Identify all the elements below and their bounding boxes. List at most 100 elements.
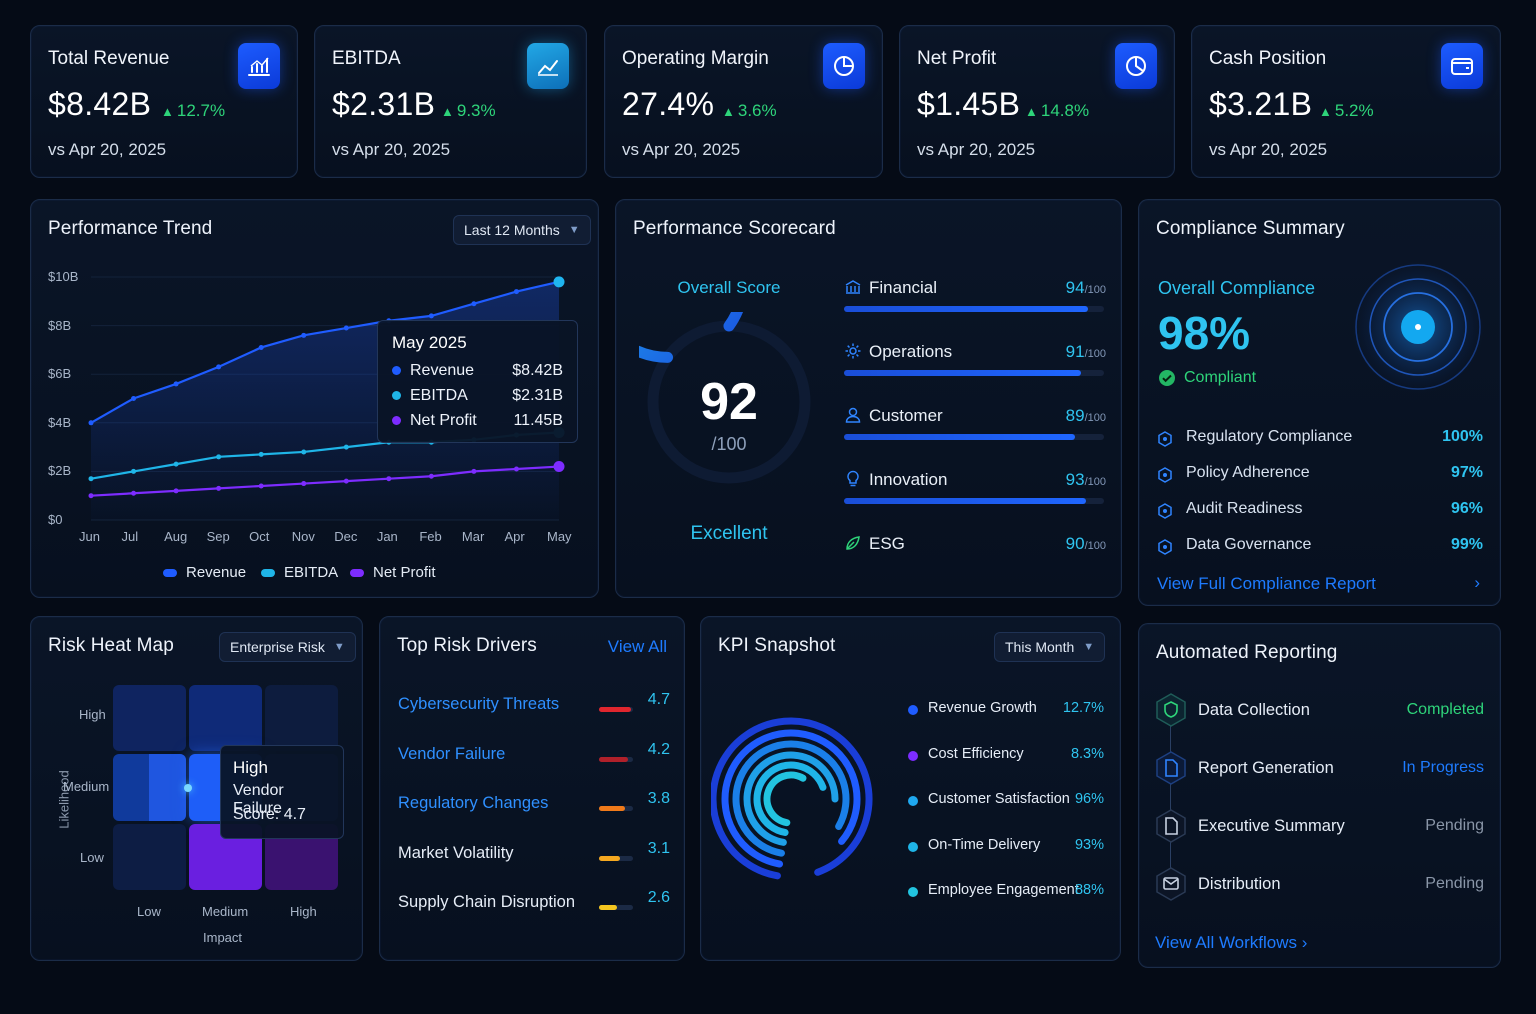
- scorecard-row-operations: Operations 91/100: [844, 342, 1106, 392]
- heatmap-col-label: High: [290, 904, 317, 919]
- range-dropdown[interactable]: Last 12 Months ▼: [453, 215, 591, 245]
- kpi-title: Net Profit: [917, 48, 997, 69]
- compliance-status: Compliant: [1158, 369, 1256, 387]
- heatmap-cell-highlight[interactable]: [149, 754, 186, 821]
- risk-score-fill: [599, 707, 631, 712]
- period-dropdown[interactable]: This Month ▼: [994, 632, 1106, 662]
- chevron-right-icon[interactable]: ›: [1474, 573, 1480, 592]
- data-point: [131, 468, 137, 474]
- risk-score-value: 3.1: [647, 839, 670, 857]
- heatmap-cell[interactable]: [265, 685, 338, 751]
- up-arrow-icon: ▲: [1025, 104, 1038, 119]
- view-all-risks-link[interactable]: View All: [607, 637, 667, 656]
- step-status: Pending: [1425, 875, 1484, 892]
- row-score: 90/100: [1066, 534, 1106, 554]
- legend-net-profit[interactable]: Net Profit: [350, 564, 436, 581]
- step-status: In Progress: [1402, 759, 1484, 776]
- series-dot: [392, 366, 401, 375]
- radar-target-icon: [1352, 261, 1484, 393]
- kpi-name: Customer Satisfaction: [928, 791, 1070, 807]
- score-bar-fill: [844, 306, 1089, 312]
- kpi-snapshot-row[interactable]: Employee Engagement 88%: [908, 882, 1104, 902]
- kpi-value: 27.4%: [622, 86, 715, 122]
- up-arrow-icon: ▲: [722, 104, 735, 119]
- kpi-snapshot-row[interactable]: Cost Efficiency 8.3%: [908, 746, 1104, 766]
- kpi-comparison: vs Apr 20, 2025: [332, 140, 451, 159]
- tooltip-label: Net Profit: [410, 411, 477, 429]
- workflow-step[interactable]: Report Generation In Progress: [1154, 750, 1484, 790]
- workflow-step[interactable]: Data Collection Completed: [1154, 692, 1484, 732]
- risk-filter-dropdown[interactable]: Enterprise Risk ▼: [219, 632, 356, 662]
- heatmap-cell[interactable]: [113, 824, 186, 890]
- link-label: View All Workflows: [1155, 933, 1298, 952]
- kpi-comparison: vs Apr 20, 2025: [917, 140, 1036, 159]
- risk-driver-name: Cybersecurity Threats: [398, 695, 560, 713]
- x-tick-label: Oct: [249, 529, 270, 544]
- kpi-card-cash-position[interactable]: Cash Position $3.21B ▲ 5.2% vs Apr 20, 20…: [1191, 25, 1501, 178]
- view-all-workflows-link[interactable]: View All Workflows ›: [1155, 933, 1307, 953]
- risk-driver-row[interactable]: Regulatory Changes 3.8: [398, 790, 670, 818]
- view-compliance-report-link[interactable]: View Full Compliance Report: [1157, 574, 1376, 593]
- kpi-card-net-profit[interactable]: Net Profit $1.45B ▲ 14.8% vs Apr 20, 2025: [899, 25, 1175, 178]
- card-title: Risk Heat Map: [48, 635, 174, 656]
- data-point: [216, 364, 222, 370]
- chevron-down-icon: ▼: [568, 224, 580, 236]
- kpi-delta-value: 9.3%: [456, 101, 496, 120]
- score-bar-track: [844, 434, 1104, 440]
- kpi-card-operating-margin[interactable]: Operating Margin 27.4% ▲ 3.6% vs Apr 20, …: [604, 25, 883, 178]
- data-point: [88, 420, 94, 426]
- legend-ebitda[interactable]: EBITDA: [261, 564, 338, 581]
- compliance-label: Policy Adherence: [1186, 464, 1310, 481]
- kpi-name: Revenue Growth: [928, 700, 1037, 716]
- risk-score-bar: [599, 806, 633, 811]
- x-tick-label: Sep: [206, 529, 230, 544]
- kpi-card-ebitda[interactable]: EBITDA $2.31B ▲ 9.3% vs Apr 20, 2025: [314, 25, 587, 178]
- risk-driver-row[interactable]: Vendor Failure 4.2: [398, 741, 670, 769]
- kpi-snapshot-row[interactable]: On-Time Delivery 93%: [908, 837, 1104, 857]
- data-point: [513, 466, 519, 472]
- overall-compliance-value: 98%: [1158, 307, 1251, 359]
- workflow-step[interactable]: Distribution Pending: [1154, 866, 1484, 906]
- risk-driver-name: Market Volatility: [398, 843, 514, 862]
- user-icon: [845, 407, 861, 423]
- data-point: [173, 461, 179, 467]
- kpi-ring: [753, 761, 827, 836]
- kpi-value: $2.31B: [332, 86, 436, 122]
- card-title: Performance Trend: [48, 218, 213, 239]
- y-tick-label: $8B: [48, 317, 72, 333]
- heatmap-cell[interactable]: [189, 685, 262, 751]
- workflow-step[interactable]: Executive Summary Pending: [1154, 808, 1484, 848]
- legend-label: Revenue: [186, 564, 247, 581]
- kpi-snapshot-row[interactable]: Revenue Growth 12.7%: [908, 700, 1104, 720]
- card-title: Compliance Summary: [1156, 218, 1345, 239]
- lightbulb-icon: [847, 470, 859, 487]
- kpi-snapshot-row[interactable]: Customer Satisfaction 96%: [908, 791, 1104, 811]
- data-point: [88, 493, 94, 499]
- risk-score-value: 4.7: [647, 691, 670, 708]
- heatmap-col-label: Medium: [202, 904, 249, 919]
- heatmap-cell[interactable]: [113, 685, 186, 751]
- risk-driver-row[interactable]: Market Volatility 3.1: [398, 840, 670, 868]
- wallet-icon: [1441, 43, 1483, 89]
- kpi-card-total-revenue[interactable]: Total Revenue $8.42B ▲ 12.7% vs Apr 20, 2…: [30, 25, 298, 178]
- score-number: 93: [1065, 470, 1085, 489]
- legend-revenue[interactable]: Revenue: [163, 564, 246, 581]
- score-max: /100: [1084, 476, 1106, 488]
- data-point: [471, 468, 477, 474]
- row-score: 91/100: [1066, 342, 1106, 362]
- kpi-value: 8.3%: [1070, 745, 1104, 762]
- kpi-delta-value: 12.7%: [176, 101, 226, 120]
- kpi-value: 96%: [1074, 791, 1104, 807]
- kpi-dot: [908, 841, 918, 852]
- score-bar-fill: [844, 434, 1076, 440]
- series-dot: [392, 416, 401, 425]
- heatmap-col-label: Low: [137, 904, 161, 919]
- step-status: Completed: [1406, 701, 1484, 718]
- score-bar-fill: [844, 498, 1086, 504]
- risk-driver-row[interactable]: Supply Chain Disruption 2.6: [398, 889, 670, 917]
- document-icon: [1156, 809, 1186, 843]
- risk-driver-row[interactable]: Cybersecurity Threats 4.7: [398, 691, 670, 719]
- shield-icon: [1158, 431, 1172, 447]
- x-tick-label: Feb: [419, 529, 442, 544]
- kpi-delta: ▲ 3.6%: [722, 101, 777, 121]
